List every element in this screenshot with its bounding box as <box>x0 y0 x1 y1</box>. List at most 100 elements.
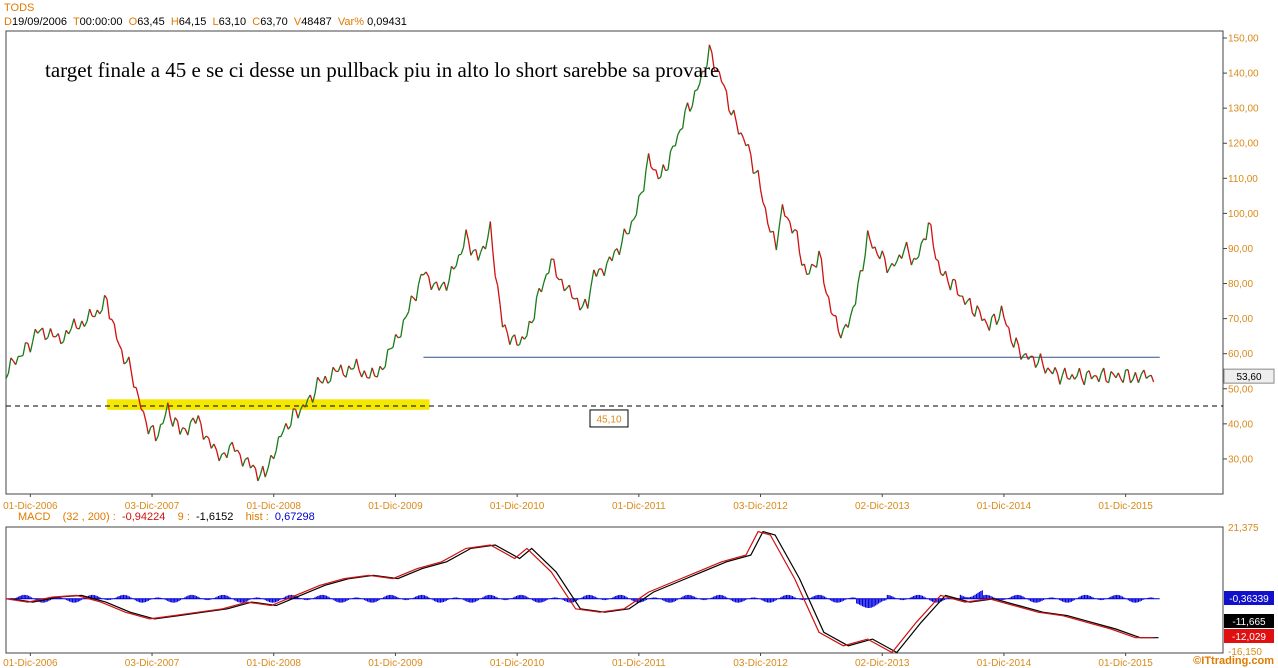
x-tick-label: 01-Dic-2008 <box>246 501 301 512</box>
price-segment <box>506 332 511 345</box>
price-segment <box>647 153 652 168</box>
hist-last-box-label: -0,36339 <box>1229 594 1269 605</box>
price-segment <box>317 376 321 382</box>
price-segment <box>650 166 654 171</box>
price-segment <box>714 69 717 72</box>
price-segment <box>174 417 179 422</box>
price-segment <box>689 105 693 112</box>
price-segment <box>623 228 628 235</box>
price-segment <box>155 435 159 442</box>
price-segment <box>1076 367 1081 377</box>
macd-x-tick-label: 03-Dic-2007 <box>125 658 180 668</box>
date-label: D <box>4 16 12 28</box>
price-segment <box>553 259 558 277</box>
price-segment <box>808 264 813 274</box>
price-segment <box>111 319 115 325</box>
macd-x-tick-label: 01-Dic-2015 <box>1098 658 1153 668</box>
price-segment <box>361 370 365 378</box>
price-segment <box>337 364 342 372</box>
price-segment <box>135 387 140 398</box>
price-segment <box>42 327 46 340</box>
price-segment <box>1020 355 1024 360</box>
price-segment <box>665 169 669 172</box>
price-segment <box>601 268 605 277</box>
price-segment <box>25 341 29 344</box>
price-segment <box>806 273 810 276</box>
price-segment <box>448 266 453 282</box>
price-segment <box>428 276 432 291</box>
price-segment <box>128 356 132 373</box>
price-segment <box>803 263 808 275</box>
x-tick-label: 03-Dic-2007 <box>125 501 180 512</box>
price-segment <box>781 204 786 217</box>
price-segment <box>262 466 266 478</box>
price-segment <box>820 258 825 284</box>
price-segment <box>83 321 88 327</box>
price-segment <box>275 436 280 451</box>
price-segment <box>682 110 686 129</box>
price-segment <box>314 377 319 394</box>
date-value: 19/09/2006 <box>11 16 68 28</box>
price-segment <box>179 427 184 435</box>
price-segment <box>1069 374 1073 380</box>
price-segment <box>160 422 164 426</box>
hist-value: 0,67298 <box>274 511 315 523</box>
price-segment <box>1091 375 1095 380</box>
price-segment <box>327 380 331 384</box>
price-segment <box>696 83 701 91</box>
price-segment <box>295 409 299 419</box>
volume-value: 48487 <box>301 16 332 28</box>
price-segment <box>862 254 866 272</box>
price-segment <box>759 189 764 203</box>
signal-value: -1,6152 <box>196 511 234 523</box>
price-segment <box>425 271 430 277</box>
price-segment <box>593 269 598 277</box>
price-segment <box>587 287 592 309</box>
price-segment <box>264 468 269 478</box>
x-tick-label: 03-Dic-2012 <box>733 501 788 512</box>
price-segment <box>489 221 494 252</box>
price-segment <box>677 129 681 136</box>
time-value: 00:00:00 <box>79 16 123 28</box>
price-segment <box>37 330 41 334</box>
price-segment <box>974 305 978 317</box>
price-segment <box>32 329 36 342</box>
price-segment <box>1064 367 1068 379</box>
price-segment <box>1061 367 1066 376</box>
price-segment <box>718 71 723 83</box>
price-segment <box>640 190 645 194</box>
macd-x-tick-label: 02-Dic-2013 <box>855 658 910 668</box>
price-segment <box>167 402 171 418</box>
price-segment <box>1039 353 1044 365</box>
price-segment <box>290 408 294 426</box>
price-segment <box>405 311 410 318</box>
signal-last-box-label: -12,029 <box>1232 632 1266 643</box>
price-segment <box>576 297 581 311</box>
price-segment <box>353 358 358 369</box>
price-segment <box>382 366 386 371</box>
price-segment <box>657 176 662 180</box>
price-segment <box>101 295 106 311</box>
y-tick-label: 140,00 <box>1228 69 1259 80</box>
price-segment <box>1037 353 1042 364</box>
price-segment <box>324 375 329 384</box>
x-tick-label: 01-Dic-2009 <box>368 501 423 512</box>
price-segment <box>1042 364 1046 374</box>
price-segment <box>226 445 231 458</box>
price-segment <box>789 221 793 234</box>
price-segment <box>514 334 518 346</box>
price-segment <box>961 295 966 305</box>
price-segment <box>355 358 360 371</box>
price-segment <box>767 223 771 233</box>
price-segment <box>949 279 954 291</box>
price-segment <box>796 230 801 253</box>
price-segment <box>1059 375 1063 385</box>
price-segment <box>993 313 998 325</box>
price-segment <box>830 312 835 316</box>
price-segment <box>757 170 762 190</box>
price-segment <box>192 417 197 424</box>
price-segment <box>494 276 499 286</box>
macd-x-tick-label: 01-Dic-2008 <box>246 658 301 668</box>
macd-y-max-label: 21,375 <box>1228 523 1259 534</box>
price-segment <box>142 411 147 422</box>
